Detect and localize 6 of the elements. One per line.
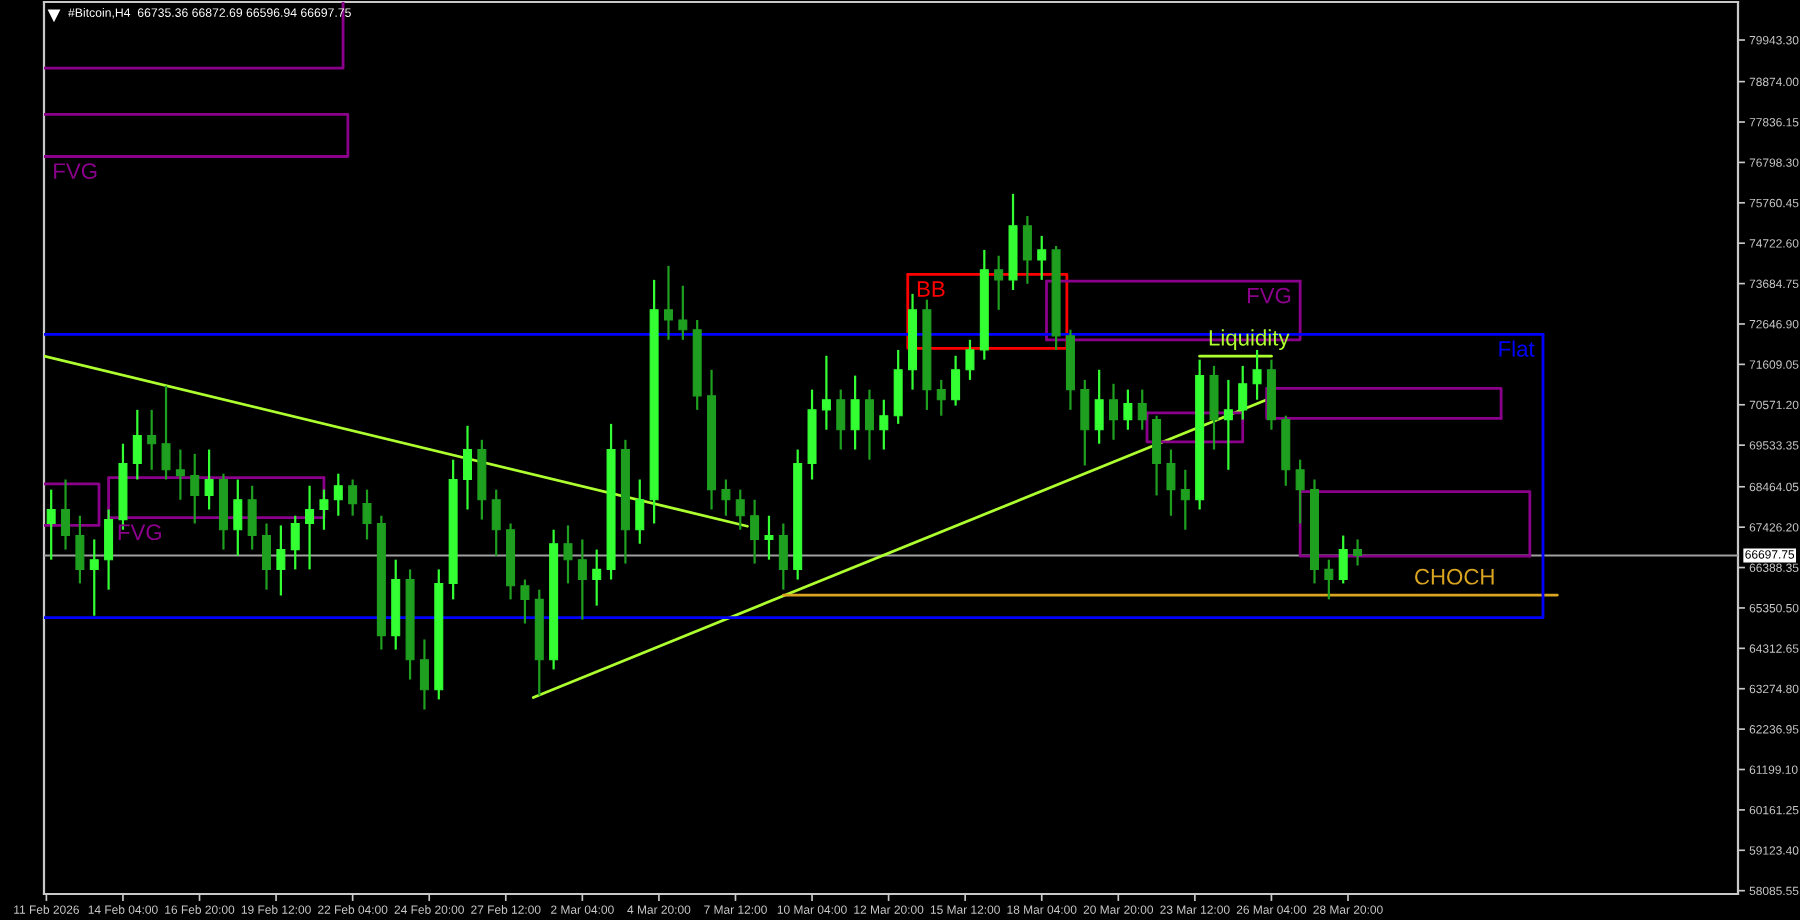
- series-label: BB: [917, 281, 945, 297]
- series-label: FVG: [54, 163, 97, 179]
- series-label: CHOCH: [1415, 568, 1494, 585]
- series-label: FVG: [118, 524, 161, 541]
- series-label: FVG: [1247, 287, 1291, 304]
- series-label: Flat: [1499, 340, 1535, 357]
